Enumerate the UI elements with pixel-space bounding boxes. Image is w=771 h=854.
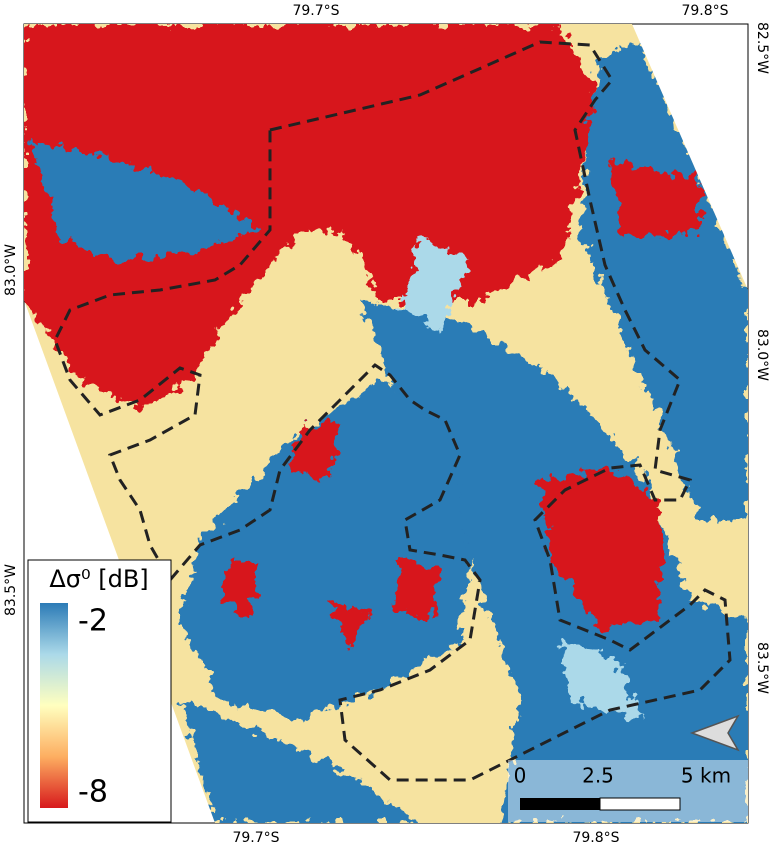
legend-max: -2 <box>78 604 108 639</box>
lon-label: 83.0°W <box>3 244 19 296</box>
region-outlines <box>53 40 732 782</box>
lon-label: 83.5°W <box>754 642 770 694</box>
scale-label: 2.5 <box>582 764 614 788</box>
legend-min: -8 <box>78 775 108 810</box>
legend-title: Δσ⁰ [dB] <box>49 565 148 593</box>
scale-segment <box>599 797 681 811</box>
scale-segment <box>520 798 600 810</box>
scale-label: 5 km <box>681 764 731 788</box>
scale-label: 0 <box>514 764 527 788</box>
lat-label: 79.8°S <box>572 830 619 846</box>
lon-label: 83.5°W <box>3 564 19 616</box>
lat-label: 79.8°S <box>681 3 728 19</box>
scale-bar: 0 2.5 5 km <box>508 760 748 822</box>
lon-label: 83.0°W <box>754 329 770 381</box>
lat-label: 79.7°S <box>292 3 339 19</box>
lon-label: 82.5°W <box>754 22 770 74</box>
north-arrow <box>689 714 740 752</box>
scale-bg <box>508 760 748 822</box>
color-bar <box>40 603 68 808</box>
legend: Δσ⁰ [dB] -2 -8 <box>27 559 172 823</box>
lat-label: 79.7°S <box>232 830 279 846</box>
